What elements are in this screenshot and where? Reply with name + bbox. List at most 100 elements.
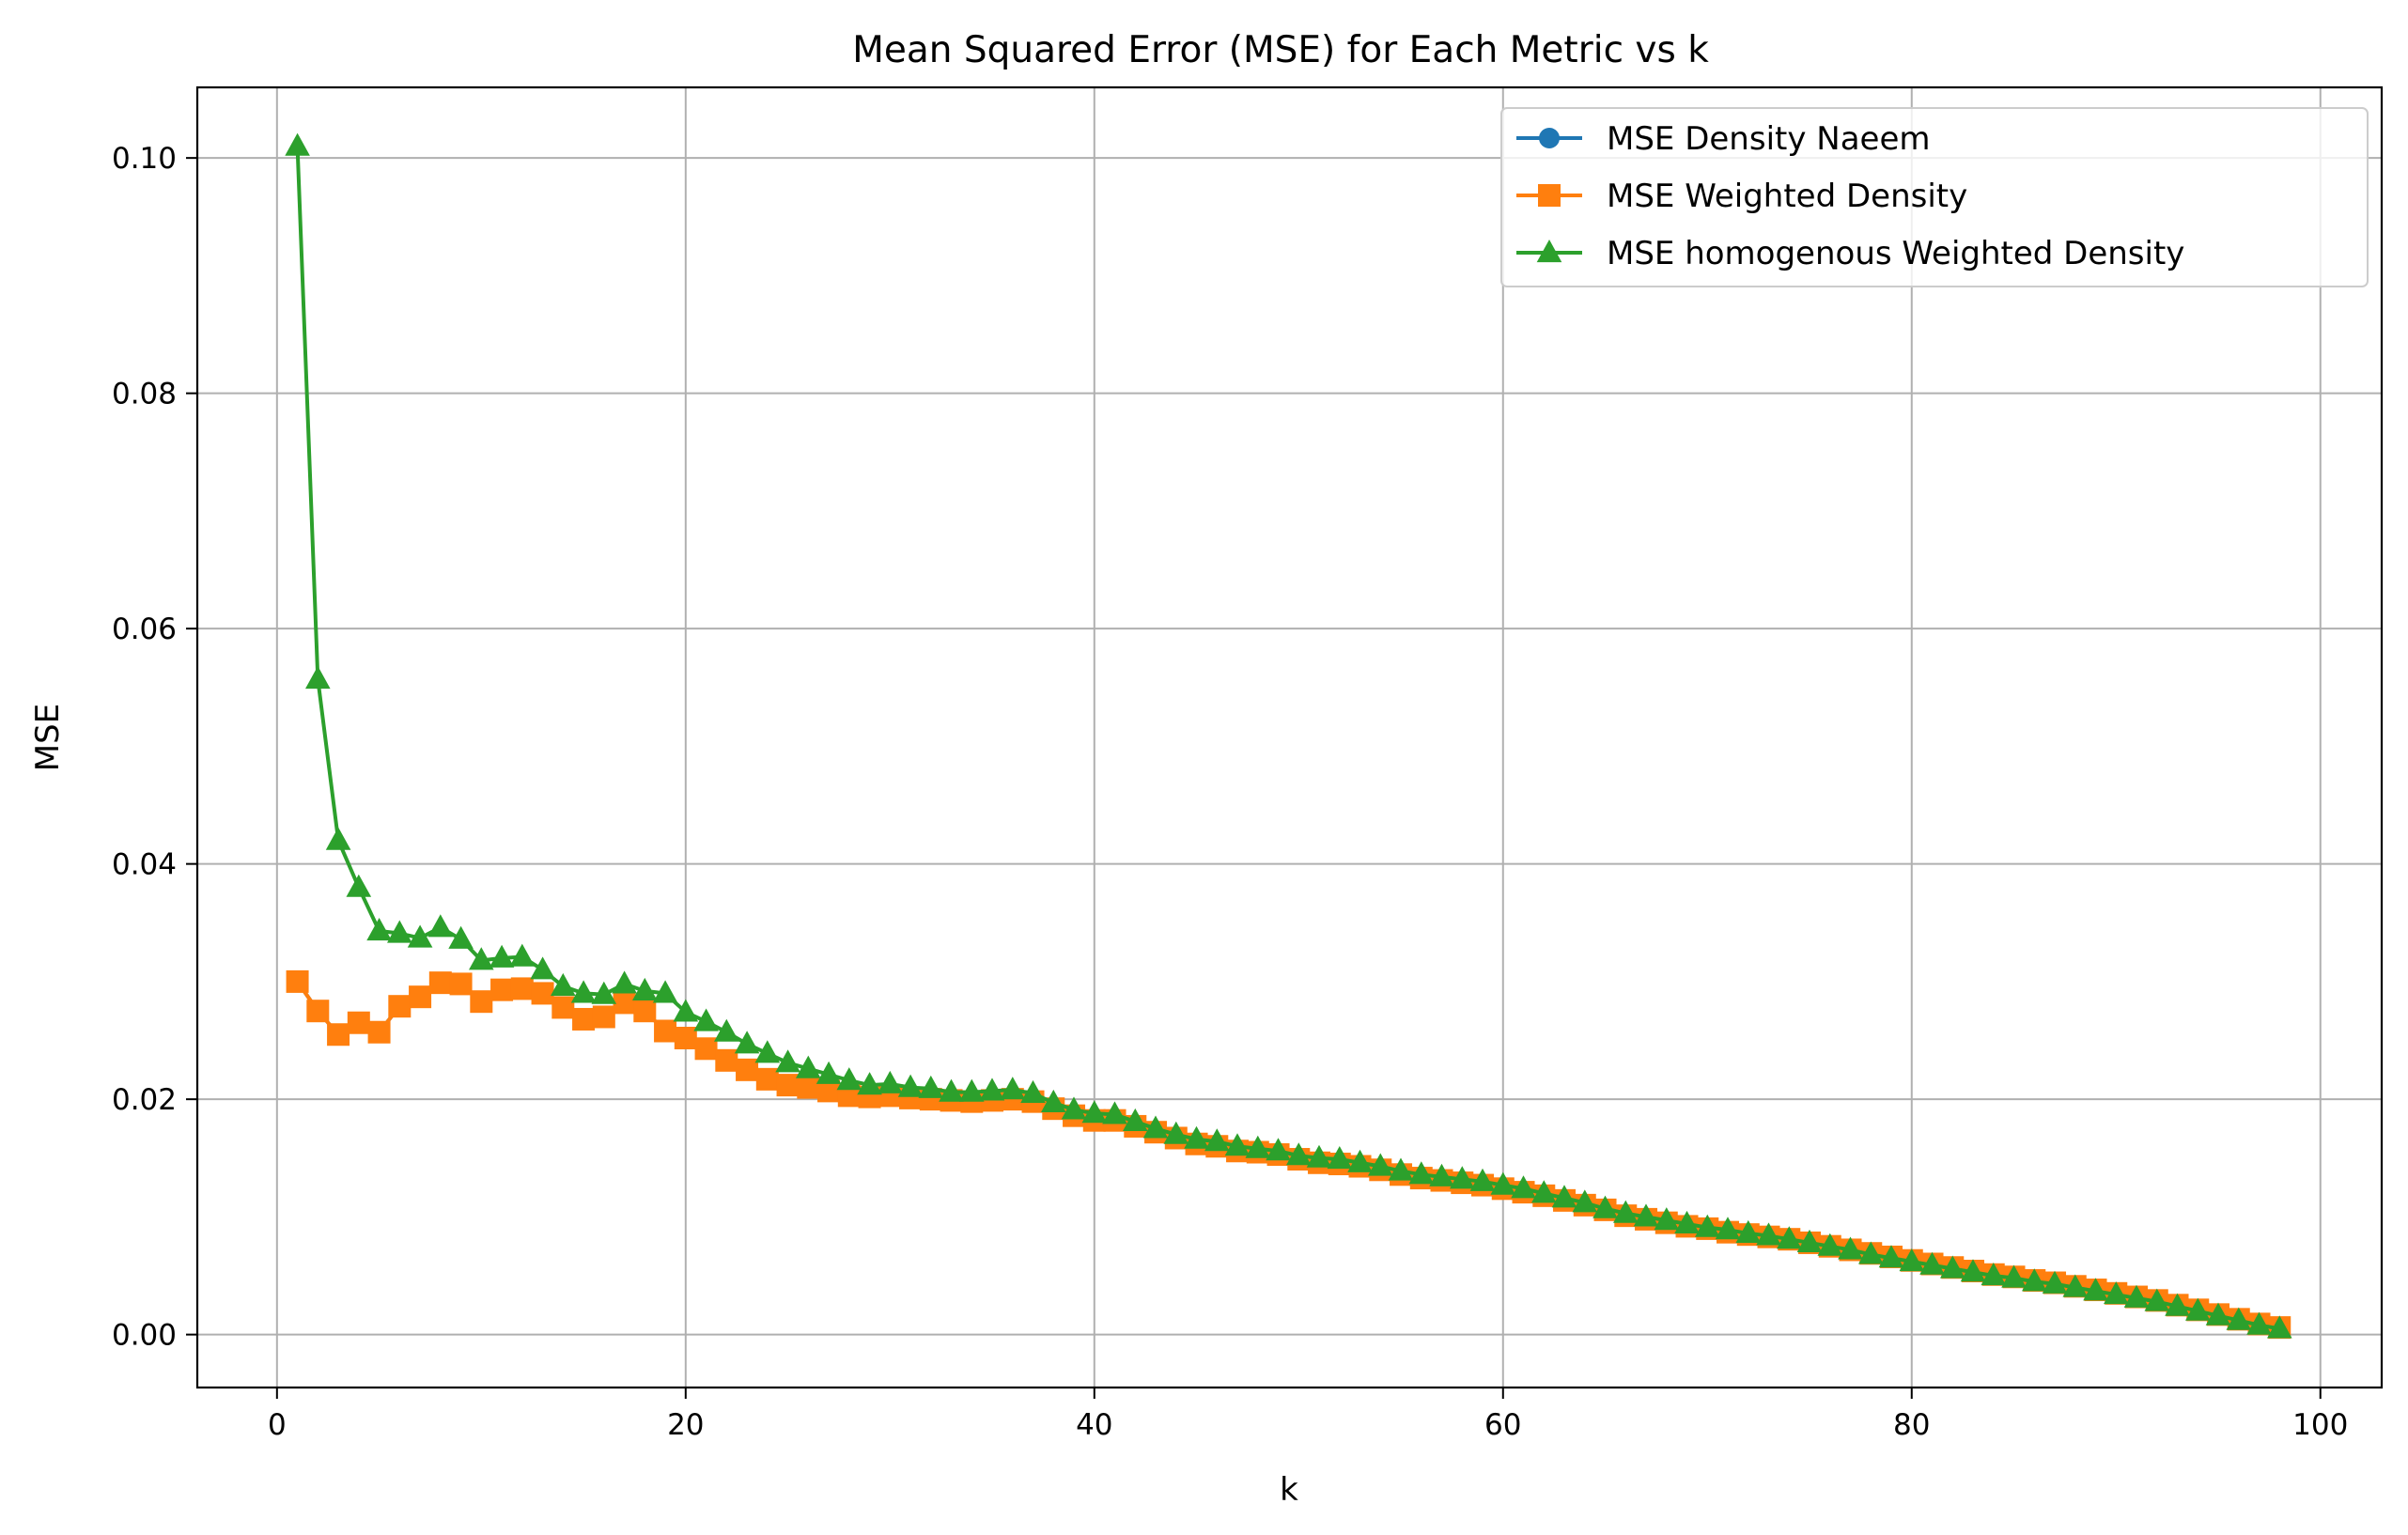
data-point [286,969,309,993]
data-point [836,1067,862,1091]
data-point [939,1078,964,1102]
data-point [2267,1315,2292,1339]
data-point [2144,1288,2170,1311]
data-point [1858,1241,1884,1264]
legend-marker [1539,128,1560,148]
data-point [1817,1233,1843,1256]
legend-label: MSE homogenous Weighted Density [1607,235,2184,272]
data-point [816,1061,842,1084]
data-point [325,827,351,850]
data-point [327,1023,350,1047]
data-point [448,925,474,949]
data-point [857,1072,882,1095]
data-point [959,1078,985,1102]
data-point [470,990,493,1014]
data-point [591,981,617,1004]
data-point [285,132,310,156]
series-layer [285,132,2292,1340]
legend-marker [1538,184,1561,207]
legend-marker [1536,240,1562,263]
data-point [654,1019,677,1043]
data-point [796,1055,821,1078]
x-tick-label: 0 [268,1408,287,1442]
y-tick-label: 0.06 [112,612,177,646]
x-tick-label: 80 [1893,1408,1930,1442]
data-point [1490,1171,1516,1195]
data-point [1796,1229,1823,1252]
data-point [1633,1203,1659,1227]
data-point [490,978,514,1001]
data-point [673,999,699,1022]
data-point [1450,1166,1475,1189]
y-axis: 0.00 0.02 0.04 0.06 0.08 0.10 [112,142,197,1353]
data-point [775,1049,800,1073]
data-point [613,991,636,1015]
data-point [449,972,473,996]
data-point [2226,1307,2252,1330]
data-point [1041,1089,1066,1112]
data-point [1878,1245,1904,1268]
data-point [1899,1248,1925,1272]
data-point [878,1070,903,1093]
data-point [551,972,576,996]
data-point [2042,1270,2068,1294]
data-point [2165,1293,2190,1316]
data-point [347,1011,370,1034]
x-axis: 0 20 40 60 80 100 [268,1388,2348,1442]
x-axis-label: k [1280,1471,1298,1509]
data-point [1572,1189,1598,1213]
y-axis-label: MSE [29,704,67,771]
data-point [714,1018,739,1042]
data-point [1000,1077,1026,1100]
data-point [897,1074,924,1097]
data-point [1163,1121,1189,1144]
y-tick-label: 0.10 [112,142,177,176]
plot-frame [195,85,2384,1389]
data-point [1204,1128,1230,1152]
data-point [2104,1281,2129,1305]
data-point [734,1031,760,1054]
data-point [1531,1180,1557,1203]
data-point [1081,1100,1108,1124]
data-point [1102,1101,1127,1124]
data-point [612,970,637,994]
legend: MSE Density Naeem MSE Weighted Density MSE… [1500,107,2369,287]
data-point [1347,1149,1373,1172]
data-point [776,1074,800,1097]
grid [197,87,2382,1388]
data-point [367,1020,391,1044]
data-point [1286,1142,1312,1166]
data-point [387,920,412,943]
data-point [1592,1195,1618,1218]
data-point [2246,1311,2272,1335]
y-tick-label: 0.04 [112,848,177,882]
data-point [715,1048,738,1072]
data-point [592,1005,615,1029]
data-point [1695,1214,1720,1237]
data-point [1940,1255,1965,1279]
data-point [1960,1259,1986,1282]
legend-item: MSE Density Naeem [1516,120,1931,158]
data-point [572,1007,596,1031]
data-point [693,1008,719,1031]
data-point [1184,1125,1209,1149]
data-point [1469,1168,1496,1191]
data-point [1266,1138,1291,1161]
data-point [2062,1274,2089,1297]
data-point [1756,1222,1781,1246]
data-point [1224,1133,1251,1156]
data-point [530,956,555,980]
data-point [510,977,534,1000]
y-tick-label: 0.02 [112,1083,177,1117]
data-point [366,918,392,941]
x-tick-label: 40 [1076,1408,1112,1442]
data-point [1838,1236,1863,1260]
data-point [1551,1185,1577,1208]
legend-item: MSE Weighted Density [1516,178,1967,215]
data-point [918,1075,944,1098]
data-point [509,943,536,967]
data-point [1981,1263,2007,1286]
data-point [469,947,494,970]
data-point [694,1037,718,1061]
data-point [979,1078,1005,1101]
